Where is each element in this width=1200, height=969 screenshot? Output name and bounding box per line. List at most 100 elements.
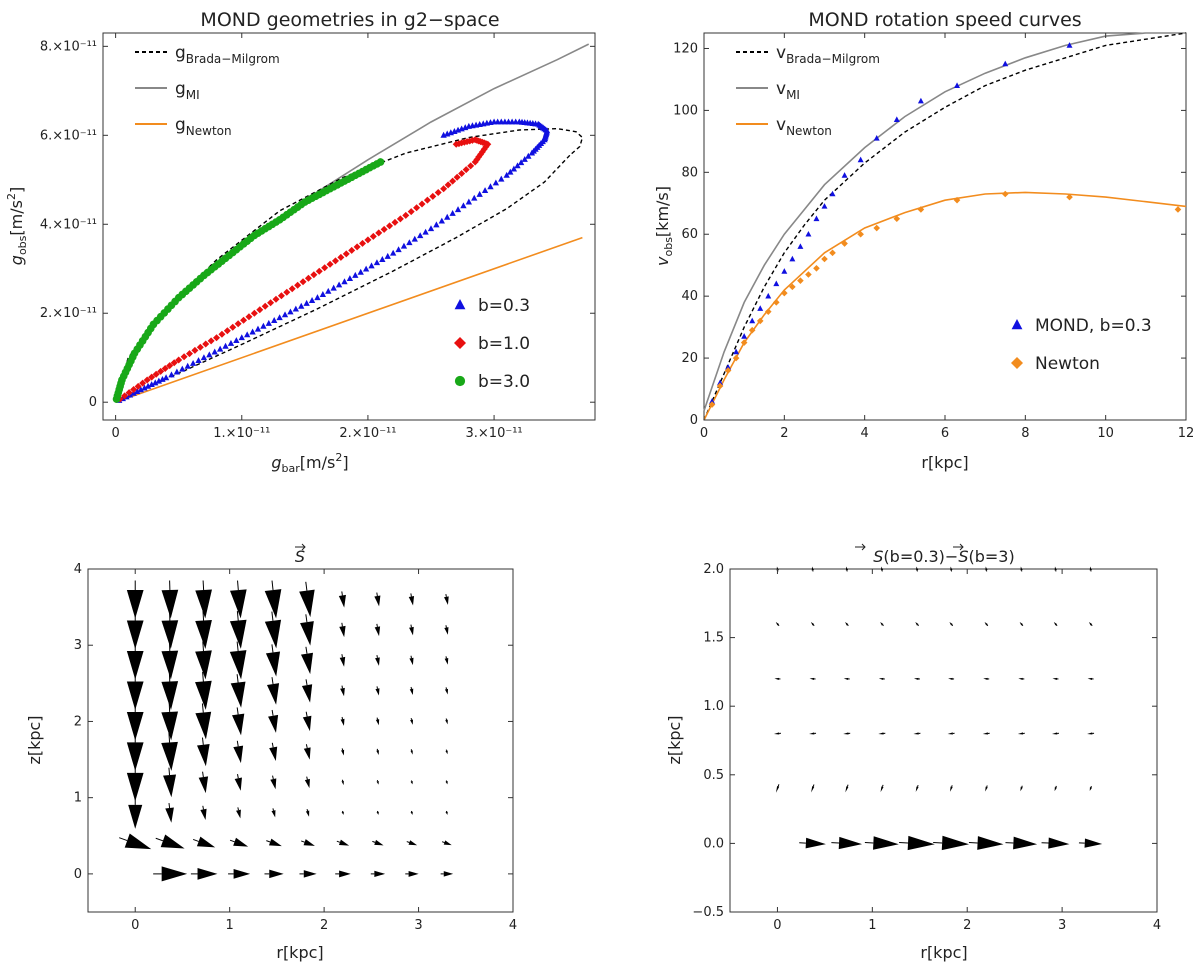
data-point-diamond — [207, 337, 215, 345]
data-point-diamond — [321, 264, 329, 272]
data-point-diamond — [218, 330, 226, 338]
x-tick-label: 4 — [861, 426, 869, 441]
vector-arrow-shaft — [155, 837, 164, 842]
data-point-triangle — [384, 252, 391, 259]
y-tick-label: −0.5 — [692, 905, 724, 920]
legend-line-label: vMI — [776, 79, 800, 102]
difference-arrow — [984, 621, 988, 626]
data-point-diamond — [458, 169, 466, 177]
data-point-diamond — [134, 382, 142, 390]
difference-arrow — [809, 677, 815, 681]
data-point-triangle — [184, 362, 191, 369]
vector-arrow — [303, 747, 311, 760]
difference-arrow — [811, 786, 815, 793]
data-point-triangle — [481, 187, 489, 194]
difference-arrow-shaft — [846, 784, 849, 787]
difference-arrow — [1088, 621, 1093, 626]
data-point-mond — [841, 172, 848, 178]
data-point-diamond — [299, 278, 307, 286]
difference-arrow-shaft — [917, 624, 919, 627]
vector-arrow — [268, 714, 279, 733]
vector-arrow — [302, 715, 312, 732]
vector-arrow-shaft — [272, 808, 274, 811]
data-point-diamond — [175, 356, 183, 364]
p4-plot-frame — [729, 568, 1158, 913]
data-point-triangle — [152, 379, 159, 386]
x-tick-label: 10 — [1097, 426, 1114, 441]
data-point-mond — [873, 134, 880, 141]
difference-arrow — [1054, 786, 1057, 792]
vector-arrow-shaft — [306, 776, 308, 780]
data-point-diamond — [315, 267, 323, 275]
data-point-diamond — [166, 362, 174, 370]
data-point-diamond — [245, 313, 253, 321]
difference-arrow-shaft — [1021, 624, 1024, 627]
vector-arrow — [270, 778, 277, 790]
data-point-diamond — [348, 246, 356, 254]
vector-arrow — [198, 776, 209, 794]
data-point-mond — [797, 243, 804, 249]
vector-arrow — [303, 870, 317, 878]
vector-arrow-shaft — [237, 807, 239, 811]
vector-arrow — [408, 595, 415, 606]
vector-arrow — [340, 687, 345, 697]
vector-arrow-shaft — [410, 624, 412, 628]
vector-arrow — [410, 781, 413, 785]
vector-arrow-shaft — [236, 641, 239, 652]
data-point-triangle — [314, 294, 321, 301]
data-point-mond — [717, 379, 724, 386]
difference-arrow — [843, 732, 849, 735]
vector-arrow-shaft — [168, 767, 171, 776]
data-point-triangle — [411, 235, 418, 242]
difference-arrow — [845, 566, 849, 571]
data-point-triangle — [244, 331, 251, 338]
data-point-triangle — [227, 339, 235, 346]
vector-arrow — [375, 719, 380, 726]
data-point-diamond — [413, 204, 421, 212]
legend-marker-swatch — [454, 375, 466, 387]
vector-arrow — [229, 589, 247, 619]
vector-arrow — [299, 589, 315, 618]
vector-arrow-shaft — [202, 610, 205, 621]
p3-x-axis-label: r[kpc] — [276, 943, 323, 962]
data-point-diamond — [310, 271, 318, 279]
difference-arrow — [985, 786, 988, 792]
vector-arrow — [304, 778, 310, 789]
data-point-triangle — [507, 168, 514, 175]
vector-arrow-shaft — [192, 838, 199, 842]
data-point-triangle — [498, 175, 505, 182]
data-point-triangle — [249, 328, 256, 335]
p3-plot-frame — [87, 568, 514, 913]
vector-arrow-shaft — [229, 839, 235, 843]
data-point-triangle — [417, 232, 424, 239]
data-point-diamond — [229, 323, 237, 331]
x-tick-label: 4 — [509, 918, 517, 933]
difference-arrow — [1020, 786, 1023, 792]
p4-y-ticks: −0.5 0.0 0.5 1.0 1.5 2.0 — [692, 562, 1157, 920]
vector-arrow-shaft — [306, 808, 309, 812]
vector-arrow — [161, 711, 179, 741]
data-point-triangle — [433, 221, 440, 228]
p2-points — [708, 42, 1182, 408]
p2-x-axis-label: r[kpc] — [921, 453, 968, 472]
data-point-newton — [1066, 193, 1073, 201]
vector-arrow — [444, 657, 449, 665]
data-point-triangle — [148, 381, 155, 388]
data-point-diamond — [391, 218, 399, 226]
data-point-triangle — [238, 334, 245, 341]
data-point-diamond — [402, 211, 410, 219]
vector-arrow-shaft — [305, 679, 308, 686]
y-tick-label: 0 — [690, 413, 698, 428]
difference-arrow — [949, 786, 953, 792]
data-point-diamond — [272, 295, 280, 303]
x-tick-label: 2 — [963, 918, 971, 933]
data-point-diamond — [434, 189, 442, 197]
vector-arrow-shaft — [305, 581, 308, 591]
difference-arrow — [947, 732, 953, 735]
y-tick-label: 40 — [681, 289, 698, 304]
legend-marker-swatch — [454, 299, 466, 310]
data-point-newton — [789, 283, 796, 291]
data-point-triangle — [265, 319, 272, 326]
y-tick-label: 2.0 — [703, 562, 724, 577]
